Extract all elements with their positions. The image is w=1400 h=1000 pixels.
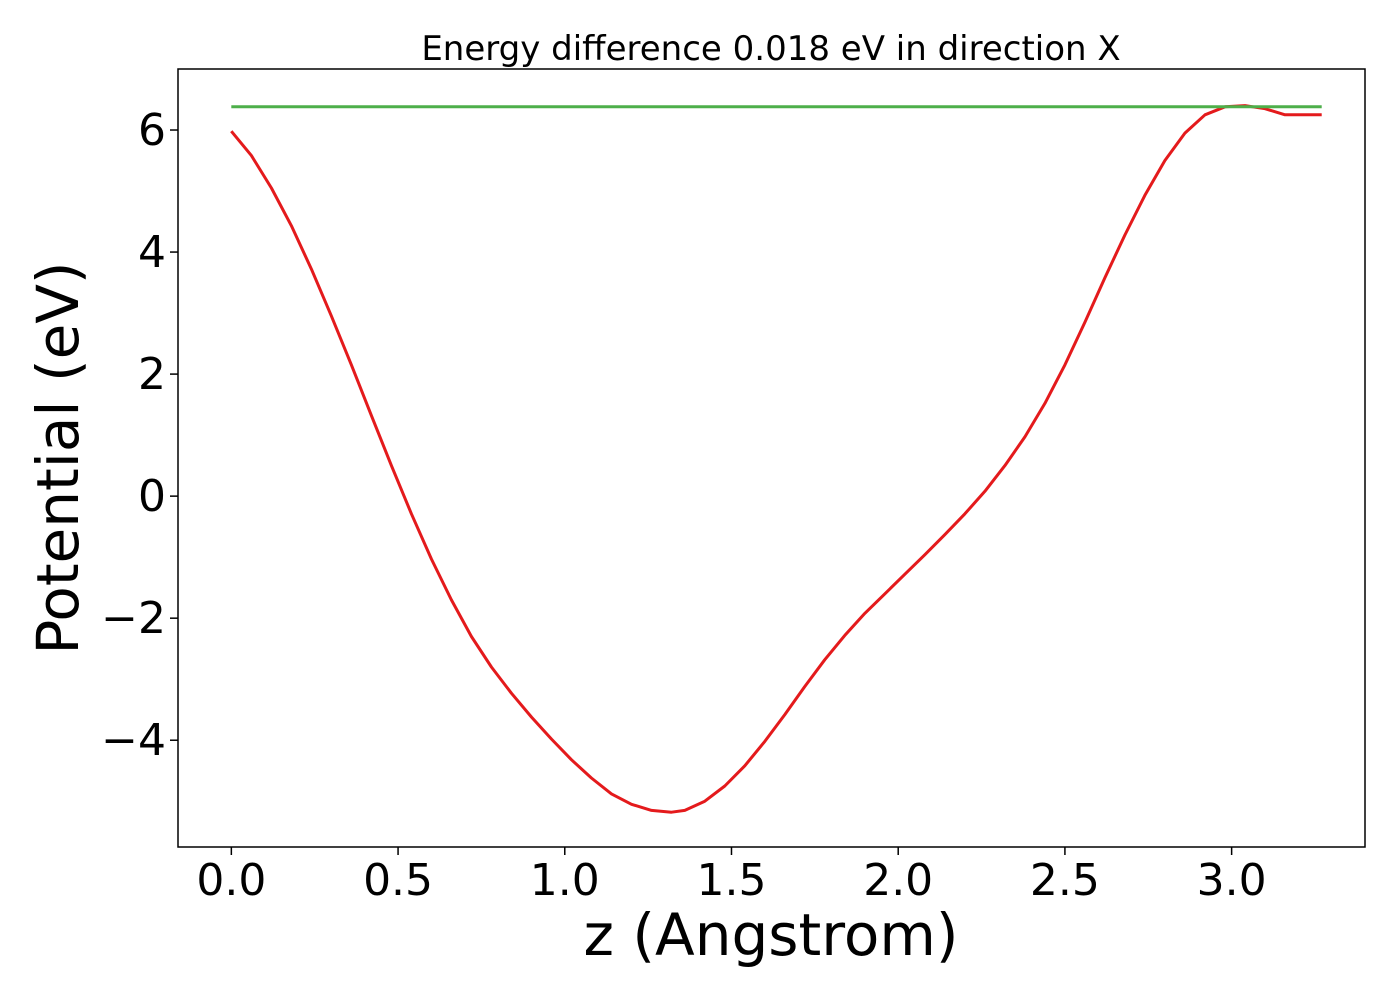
y-axis-label: Potential (eV) <box>24 261 92 654</box>
x-axis: 0.0 0.5 1.0 1.5 2.0 2.5 3.0 <box>196 847 1267 906</box>
y-tick-label: −2 <box>101 593 166 644</box>
x-tick-label: 2.5 <box>1030 855 1100 906</box>
y-tick-label: 2 <box>138 349 166 400</box>
x-tick-label: 0.5 <box>363 855 433 906</box>
chart-title: Energy difference 0.018 eV in direction … <box>421 29 1120 69</box>
y-tick-label: 4 <box>138 227 166 278</box>
series-layer <box>230 104 1322 814</box>
x-axis-label: z (Angstrom) <box>584 901 959 969</box>
plot-frame <box>177 68 1366 848</box>
x-tick-label: 2.0 <box>863 855 933 906</box>
x-tick-label: 1.0 <box>530 855 600 906</box>
y-tick-label: 0 <box>138 471 166 522</box>
y-tick-label: 6 <box>138 105 166 156</box>
x-tick-label: 0.0 <box>196 855 266 906</box>
x-tick-label: 3.0 <box>1197 855 1267 906</box>
potential-curve-line <box>230 104 1322 814</box>
x-tick-label: 1.5 <box>696 855 766 906</box>
y-axis: −4 −2 0 2 4 6 <box>101 105 178 766</box>
y-tick-label: −4 <box>101 715 166 766</box>
